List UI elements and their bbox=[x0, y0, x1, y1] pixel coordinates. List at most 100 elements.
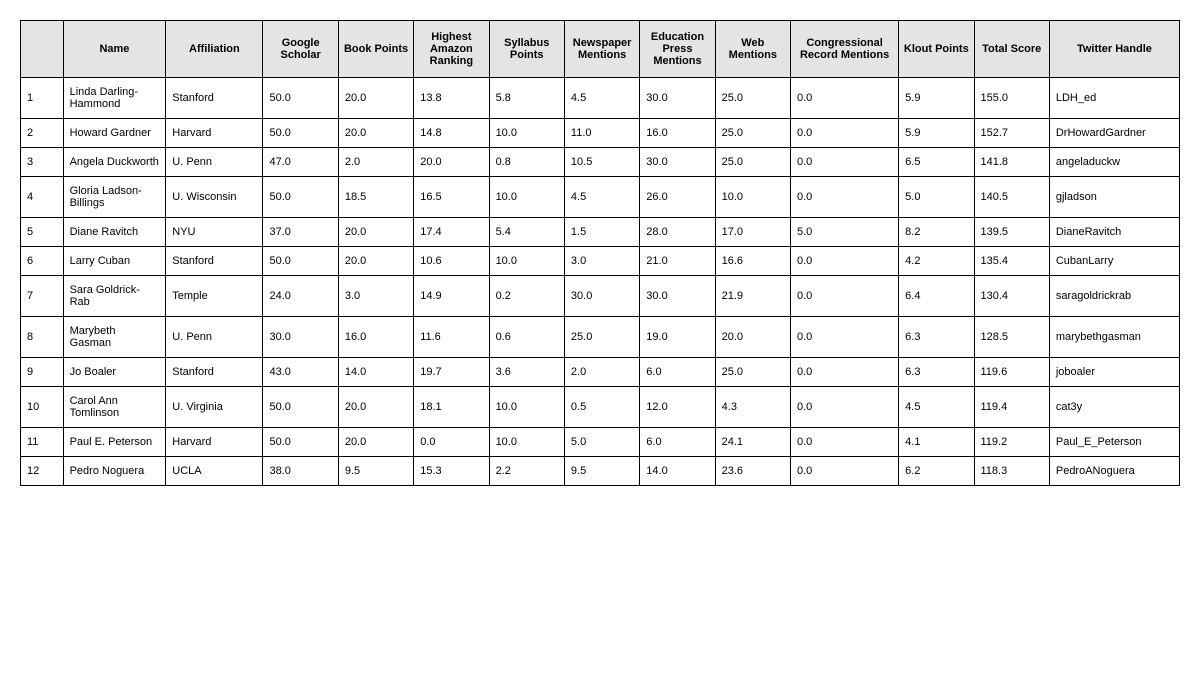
cell-news: 1.5 bbox=[564, 218, 639, 247]
cell-amazon: 14.8 bbox=[414, 119, 489, 148]
cell-news: 4.5 bbox=[564, 78, 639, 119]
cell-affil: Harvard bbox=[166, 428, 263, 457]
cell-gs: 43.0 bbox=[263, 358, 338, 387]
cell-book: 20.0 bbox=[338, 78, 413, 119]
cell-rank: 11 bbox=[21, 428, 64, 457]
cell-klout: 6.4 bbox=[899, 276, 974, 317]
cell-klout: 5.0 bbox=[899, 177, 974, 218]
cell-total: 119.2 bbox=[974, 428, 1049, 457]
cell-affil: U. Penn bbox=[166, 317, 263, 358]
cell-rank: 7 bbox=[21, 276, 64, 317]
cell-web: 25.0 bbox=[715, 358, 790, 387]
column-header-klout: Klout Points bbox=[899, 21, 974, 78]
cell-book: 20.0 bbox=[338, 218, 413, 247]
table-row: 3Angela DuckworthU. Penn47.02.020.00.810… bbox=[21, 148, 1180, 177]
table-row: 6Larry CubanStanford50.020.010.610.03.02… bbox=[21, 247, 1180, 276]
cell-book: 2.0 bbox=[338, 148, 413, 177]
cell-edu: 30.0 bbox=[640, 78, 715, 119]
cell-web: 25.0 bbox=[715, 148, 790, 177]
cell-cong: 0.0 bbox=[791, 428, 899, 457]
cell-cong: 0.0 bbox=[791, 148, 899, 177]
cell-rank: 4 bbox=[21, 177, 64, 218]
cell-affil: Stanford bbox=[166, 78, 263, 119]
cell-web: 4.3 bbox=[715, 387, 790, 428]
cell-affil: NYU bbox=[166, 218, 263, 247]
cell-total: 119.4 bbox=[974, 387, 1049, 428]
cell-syll: 10.0 bbox=[489, 119, 564, 148]
cell-web: 25.0 bbox=[715, 119, 790, 148]
cell-total: 130.4 bbox=[974, 276, 1049, 317]
cell-news: 4.5 bbox=[564, 177, 639, 218]
cell-amazon: 20.0 bbox=[414, 148, 489, 177]
column-header-news: Newspaper Mentions bbox=[564, 21, 639, 78]
cell-cong: 0.0 bbox=[791, 177, 899, 218]
cell-total: 139.5 bbox=[974, 218, 1049, 247]
rankings-table: NameAffiliationGoogle ScholarBook Points… bbox=[20, 20, 1180, 486]
cell-edu: 30.0 bbox=[640, 148, 715, 177]
cell-gs: 50.0 bbox=[263, 387, 338, 428]
table-row: 2Howard GardnerHarvard50.020.014.810.011… bbox=[21, 119, 1180, 148]
cell-name: Howard Gardner bbox=[63, 119, 166, 148]
cell-name: Sara Goldrick-Rab bbox=[63, 276, 166, 317]
cell-rank: 2 bbox=[21, 119, 64, 148]
cell-twitter: CubanLarry bbox=[1049, 247, 1179, 276]
column-header-cong: Congressional Record Mentions bbox=[791, 21, 899, 78]
cell-syll: 10.0 bbox=[489, 247, 564, 276]
cell-news: 9.5 bbox=[564, 457, 639, 486]
cell-cong: 5.0 bbox=[791, 218, 899, 247]
cell-syll: 0.2 bbox=[489, 276, 564, 317]
cell-affil: Stanford bbox=[166, 358, 263, 387]
cell-syll: 2.2 bbox=[489, 457, 564, 486]
cell-syll: 10.0 bbox=[489, 428, 564, 457]
cell-syll: 5.4 bbox=[489, 218, 564, 247]
cell-gs: 38.0 bbox=[263, 457, 338, 486]
table-row: 1Linda Darling-HammondStanford50.020.013… bbox=[21, 78, 1180, 119]
cell-amazon: 10.6 bbox=[414, 247, 489, 276]
cell-rank: 10 bbox=[21, 387, 64, 428]
cell-syll: 5.8 bbox=[489, 78, 564, 119]
cell-rank: 9 bbox=[21, 358, 64, 387]
cell-web: 24.1 bbox=[715, 428, 790, 457]
cell-name: Jo Boaler bbox=[63, 358, 166, 387]
cell-book: 20.0 bbox=[338, 387, 413, 428]
table-row: 5Diane RavitchNYU37.020.017.45.41.528.01… bbox=[21, 218, 1180, 247]
cell-book: 20.0 bbox=[338, 119, 413, 148]
cell-gs: 37.0 bbox=[263, 218, 338, 247]
cell-total: 119.6 bbox=[974, 358, 1049, 387]
column-header-book: Book Points bbox=[338, 21, 413, 78]
cell-affil: Temple bbox=[166, 276, 263, 317]
cell-gs: 30.0 bbox=[263, 317, 338, 358]
cell-amazon: 15.3 bbox=[414, 457, 489, 486]
cell-twitter: Paul_E_Peterson bbox=[1049, 428, 1179, 457]
cell-book: 9.5 bbox=[338, 457, 413, 486]
cell-klout: 4.5 bbox=[899, 387, 974, 428]
table-row: 9Jo BoalerStanford43.014.019.73.62.06.02… bbox=[21, 358, 1180, 387]
cell-name: Diane Ravitch bbox=[63, 218, 166, 247]
cell-news: 11.0 bbox=[564, 119, 639, 148]
cell-affil: U. Virginia bbox=[166, 387, 263, 428]
cell-name: Paul E. Peterson bbox=[63, 428, 166, 457]
table-row: 11Paul E. PetersonHarvard50.020.00.010.0… bbox=[21, 428, 1180, 457]
cell-klout: 8.2 bbox=[899, 218, 974, 247]
cell-klout: 5.9 bbox=[899, 78, 974, 119]
cell-rank: 3 bbox=[21, 148, 64, 177]
cell-amazon: 13.8 bbox=[414, 78, 489, 119]
cell-book: 20.0 bbox=[338, 428, 413, 457]
cell-gs: 50.0 bbox=[263, 177, 338, 218]
cell-book: 20.0 bbox=[338, 247, 413, 276]
cell-edu: 16.0 bbox=[640, 119, 715, 148]
cell-edu: 6.0 bbox=[640, 358, 715, 387]
table-row: 7Sara Goldrick-RabTemple24.03.014.90.230… bbox=[21, 276, 1180, 317]
cell-gs: 50.0 bbox=[263, 247, 338, 276]
table-row: 4Gloria Ladson-BillingsU. Wisconsin50.01… bbox=[21, 177, 1180, 218]
cell-syll: 10.0 bbox=[489, 387, 564, 428]
cell-edu: 19.0 bbox=[640, 317, 715, 358]
cell-klout: 6.3 bbox=[899, 317, 974, 358]
cell-news: 5.0 bbox=[564, 428, 639, 457]
cell-total: 141.8 bbox=[974, 148, 1049, 177]
cell-affil: U. Penn bbox=[166, 148, 263, 177]
cell-total: 152.7 bbox=[974, 119, 1049, 148]
cell-name: Marybeth Gasman bbox=[63, 317, 166, 358]
cell-web: 25.0 bbox=[715, 78, 790, 119]
cell-name: Linda Darling-Hammond bbox=[63, 78, 166, 119]
